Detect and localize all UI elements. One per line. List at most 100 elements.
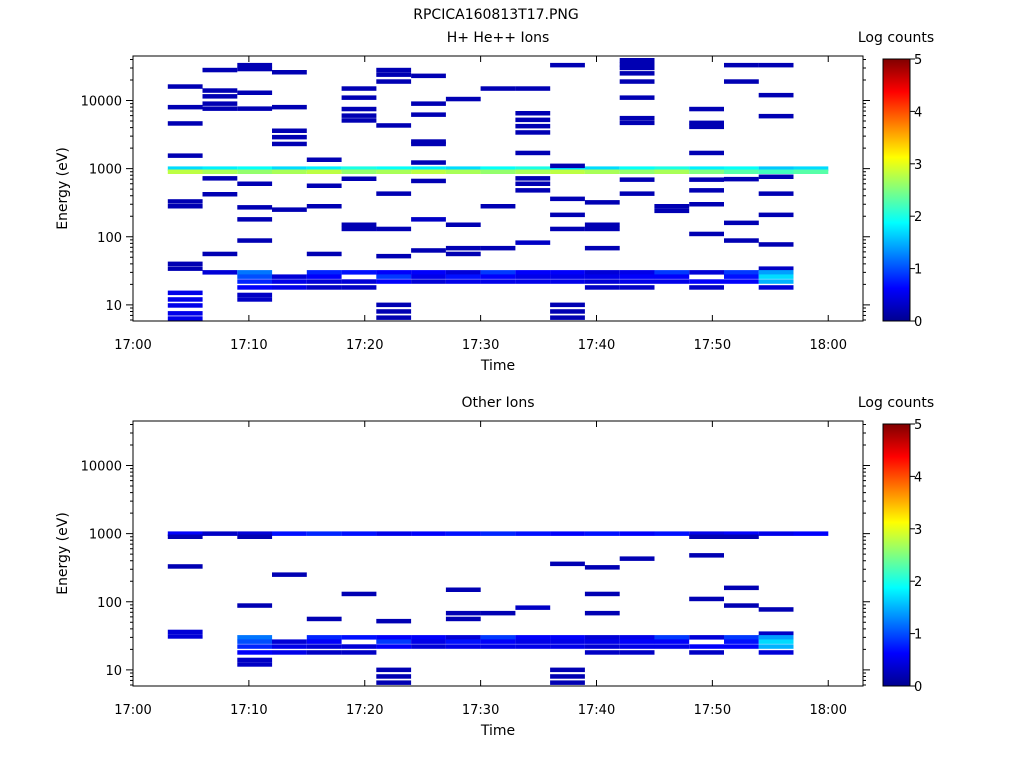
heatmap-cell (202, 88, 238, 93)
heatmap-cell (237, 205, 273, 210)
panel-title: H+ He++ Ions (447, 30, 550, 46)
heatmap-cell (341, 113, 377, 118)
heatmap-cell (237, 635, 273, 640)
colorbar-tick-label: 5 (914, 53, 922, 68)
heatmap-cell (515, 531, 551, 536)
heatmap-cell (376, 253, 412, 259)
heatmap-cell (376, 166, 412, 171)
heatmap-cell (306, 650, 342, 655)
heatmap-cell (411, 270, 446, 275)
heatmap-cell (445, 635, 481, 640)
heatmap-cell (167, 311, 203, 316)
heatmap-cell (272, 70, 307, 75)
heatmap-cell (480, 204, 516, 209)
heatmap-cell (689, 534, 724, 539)
heatmap-cell (550, 62, 585, 68)
heatmap-cell (724, 639, 759, 644)
heatmap-cell (689, 169, 724, 174)
heatmap-cell (306, 279, 342, 284)
heatmap-cell (341, 95, 377, 100)
x-tick-label: 18:00 (810, 703, 847, 718)
heatmap-cell (237, 297, 273, 302)
colorbar-tick-label: 4 (914, 105, 922, 120)
heatmap-cell (341, 635, 377, 640)
colorbar-tick-label: 1 (914, 628, 922, 643)
x-tick-label: 17:40 (578, 338, 615, 353)
heatmap-cell (793, 531, 829, 536)
heatmap-cell (167, 104, 203, 110)
heatmap-cell (515, 270, 551, 275)
y-tick-label: 100 (97, 596, 122, 611)
heatmap-cell (619, 95, 655, 100)
heatmap-cell (341, 118, 377, 123)
heatmap-cell (237, 62, 273, 68)
heatmap-cell (758, 531, 794, 536)
heatmap-cell (758, 92, 794, 98)
heatmap-cell (689, 596, 724, 602)
axes-frame (132, 420, 864, 687)
heatmap-cell (758, 169, 794, 174)
colorbar-tick-label: 5 (914, 418, 922, 433)
heatmap-cell (654, 169, 690, 174)
heatmap-cell (411, 141, 446, 147)
heatmap-cell (758, 191, 794, 196)
heatmap-cell (480, 169, 516, 174)
heatmap-cell (306, 285, 342, 290)
heatmap-cell (550, 561, 585, 567)
heatmap-cell (306, 644, 342, 649)
heatmap-cell (237, 292, 273, 298)
heatmap-cell (167, 121, 203, 126)
x-axis-label: Time (480, 358, 515, 374)
heatmap-cell (237, 639, 273, 644)
heatmap-cell (584, 644, 620, 649)
heatmap-cell (724, 238, 759, 243)
heatmap-cell (341, 169, 377, 174)
heatmap-cell (445, 279, 481, 284)
heatmap-cell (237, 217, 273, 222)
heatmap-cell (341, 106, 377, 112)
y-tick-label: 10000 (81, 460, 122, 475)
heatmap-cell (724, 220, 759, 226)
heatmap-cell (272, 639, 307, 644)
heatmap-cell (167, 266, 203, 271)
heatmap-cell (167, 84, 203, 89)
x-tick-label: 17:50 (694, 703, 731, 718)
heatmap-cell (550, 163, 585, 169)
heatmap-cell (689, 177, 724, 182)
heatmap-cell (202, 101, 238, 106)
heatmap-cell (306, 616, 342, 622)
heatmap-cell (758, 631, 794, 636)
heatmap-cell (237, 534, 273, 539)
heatmap-cell (619, 644, 655, 649)
heatmap-cell (237, 285, 273, 290)
heatmap-cell (550, 302, 585, 308)
heatmap-cell (376, 226, 412, 232)
y-tick-label: 100 (97, 231, 122, 246)
heatmap-cell (689, 650, 724, 655)
x-tick-label: 17:00 (114, 338, 151, 353)
heatmap-cell (793, 169, 829, 174)
y-tick-label: 10 (105, 299, 122, 314)
heatmap-cell (619, 79, 655, 84)
colorbar-label: Log counts (858, 395, 934, 411)
heatmap-cell (411, 248, 446, 253)
heatmap-cell (411, 274, 446, 279)
heatmap-cell (724, 62, 759, 68)
heatmap-cell (237, 106, 273, 111)
x-tick-label: 17:50 (694, 338, 731, 353)
heatmap-cell (376, 674, 412, 679)
heatmap-cell (480, 166, 516, 171)
heatmap-cell (376, 67, 412, 73)
heatmap-cell (306, 204, 342, 209)
heatmap-cell (411, 169, 446, 174)
heatmap-cell (724, 274, 759, 279)
heatmap-cell (237, 181, 273, 186)
heatmap-cell (724, 534, 759, 539)
heatmap-cell (376, 309, 412, 314)
heatmap-cell (689, 635, 724, 640)
heatmap-cell (202, 106, 238, 111)
heatmap-cell (550, 166, 585, 171)
heatmap-cell (689, 120, 724, 126)
heatmap-cell (237, 90, 273, 95)
heatmap-cell (480, 245, 516, 251)
